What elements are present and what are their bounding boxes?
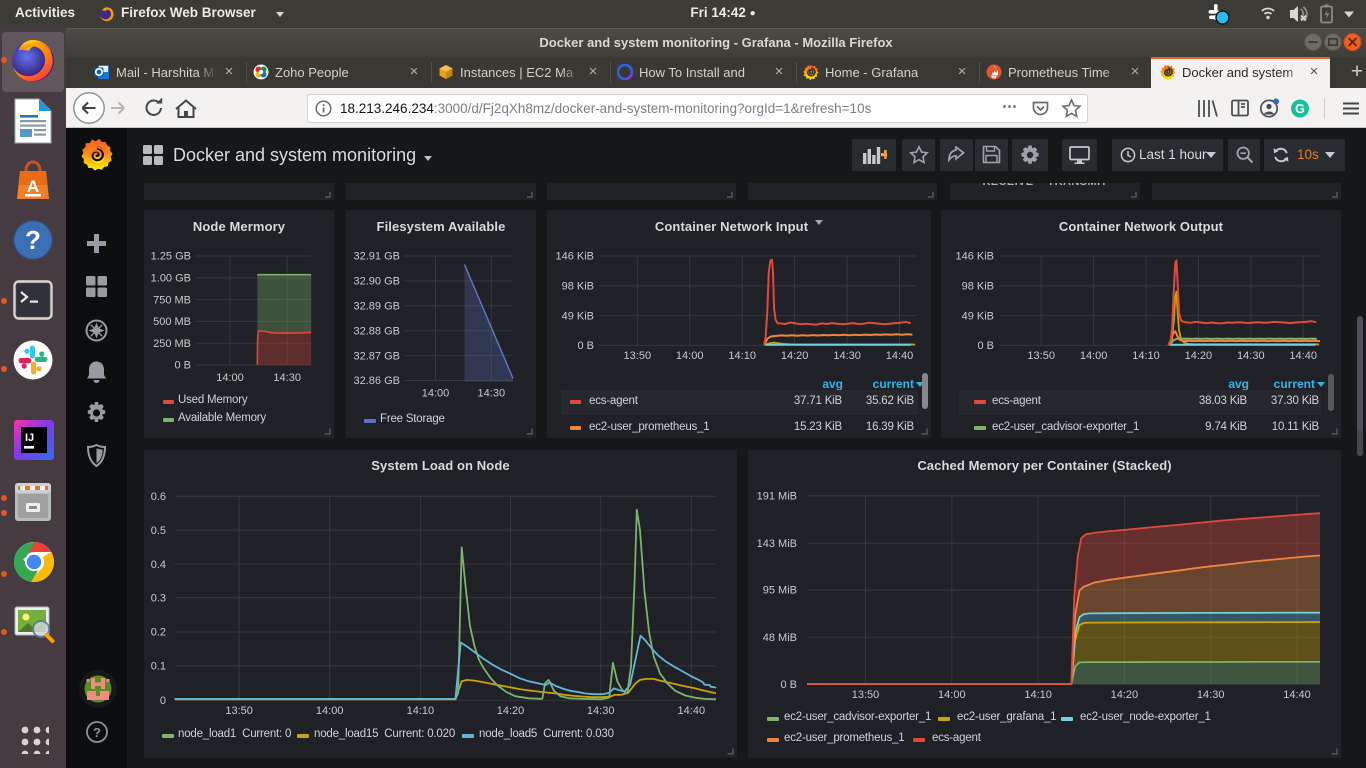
svg-text:14:40: 14:40	[1283, 689, 1311, 701]
svg-text:0.2: 0.2	[151, 627, 166, 639]
svg-text:1.25 GB: 1.25 GB	[151, 251, 191, 263]
svg-text:14:10: 14:10	[1024, 689, 1052, 701]
svg-text:14:20: 14:20	[1111, 689, 1139, 701]
svg-text:A: A	[27, 177, 39, 196]
svg-text:14:20: 14:20	[1185, 350, 1213, 362]
svg-text:0.3: 0.3	[151, 592, 166, 604]
svg-text:14:40: 14:40	[1289, 350, 1317, 362]
svg-text:13:50: 13:50	[852, 689, 880, 701]
svg-text:14:00: 14:00	[216, 372, 244, 384]
svg-text:13:50: 13:50	[225, 705, 253, 717]
svg-text:14:10: 14:10	[728, 350, 756, 362]
svg-text:49 KiB: 49 KiB	[562, 310, 594, 322]
svg-text:14:30: 14:30	[587, 705, 615, 717]
svg-text:14:10: 14:10	[407, 705, 435, 717]
svg-text:G: G	[1295, 102, 1305, 116]
svg-text:14:00: 14:00	[1080, 350, 1108, 362]
svg-text:14:00: 14:00	[316, 705, 344, 717]
svg-text:0 B: 0 B	[780, 679, 797, 691]
svg-text:14:30: 14:30	[478, 388, 506, 400]
svg-text:14:40: 14:40	[886, 350, 914, 362]
svg-text:14:40: 14:40	[678, 705, 706, 717]
svg-text:32.86 GB: 32.86 GB	[354, 375, 400, 387]
svg-text:13:50: 13:50	[624, 350, 652, 362]
svg-text:500 MB: 500 MB	[153, 316, 191, 328]
svg-text:32.87 GB: 32.87 GB	[354, 350, 400, 362]
svg-text:14:00: 14:00	[676, 350, 704, 362]
svg-text:0 B: 0 B	[977, 340, 994, 352]
svg-text:191 MiB: 191 MiB	[757, 491, 797, 503]
svg-text:1.00 GB: 1.00 GB	[151, 273, 191, 285]
svg-text:14:30: 14:30	[1197, 689, 1225, 701]
svg-text:14:10: 14:10	[1132, 350, 1160, 362]
svg-text:250 MB: 250 MB	[153, 338, 191, 350]
svg-text:750 MB: 750 MB	[153, 294, 191, 306]
svg-text:14:30: 14:30	[273, 372, 301, 384]
svg-text:14:00: 14:00	[422, 388, 450, 400]
svg-text:32.88 GB: 32.88 GB	[354, 325, 400, 337]
svg-text:98 KiB: 98 KiB	[962, 281, 994, 293]
svg-text:32.91 GB: 32.91 GB	[354, 251, 400, 263]
svg-text:49 KiB: 49 KiB	[962, 310, 994, 322]
svg-text:0 B: 0 B	[577, 340, 594, 352]
svg-text:14:20: 14:20	[781, 350, 809, 362]
svg-text:32.90 GB: 32.90 GB	[354, 276, 400, 288]
svg-text:0.5: 0.5	[151, 525, 166, 537]
svg-text:0 B: 0 B	[174, 360, 191, 372]
svg-text:32.89 GB: 32.89 GB	[354, 301, 400, 313]
svg-text:13:50: 13:50	[1027, 350, 1055, 362]
svg-text:0: 0	[160, 695, 166, 707]
svg-text:IJ: IJ	[25, 432, 34, 444]
svg-text:14:00: 14:00	[938, 689, 966, 701]
svg-text:98 KiB: 98 KiB	[562, 281, 594, 293]
svg-text:95 MiB: 95 MiB	[763, 585, 797, 597]
svg-text:0.6: 0.6	[151, 491, 166, 503]
svg-text:?: ?	[25, 225, 41, 255]
svg-text:14:30: 14:30	[1237, 350, 1265, 362]
svg-text:146 KiB: 146 KiB	[955, 251, 994, 263]
svg-text:0.4: 0.4	[151, 559, 166, 571]
svg-text:14:30: 14:30	[833, 350, 861, 362]
svg-text:48 MiB: 48 MiB	[763, 632, 797, 644]
svg-text:146 KiB: 146 KiB	[555, 251, 594, 263]
svg-text:?: ?	[93, 725, 101, 740]
svg-text:0.1: 0.1	[151, 661, 166, 673]
svg-text:14:20: 14:20	[497, 705, 525, 717]
svg-text:143 MiB: 143 MiB	[757, 538, 797, 550]
